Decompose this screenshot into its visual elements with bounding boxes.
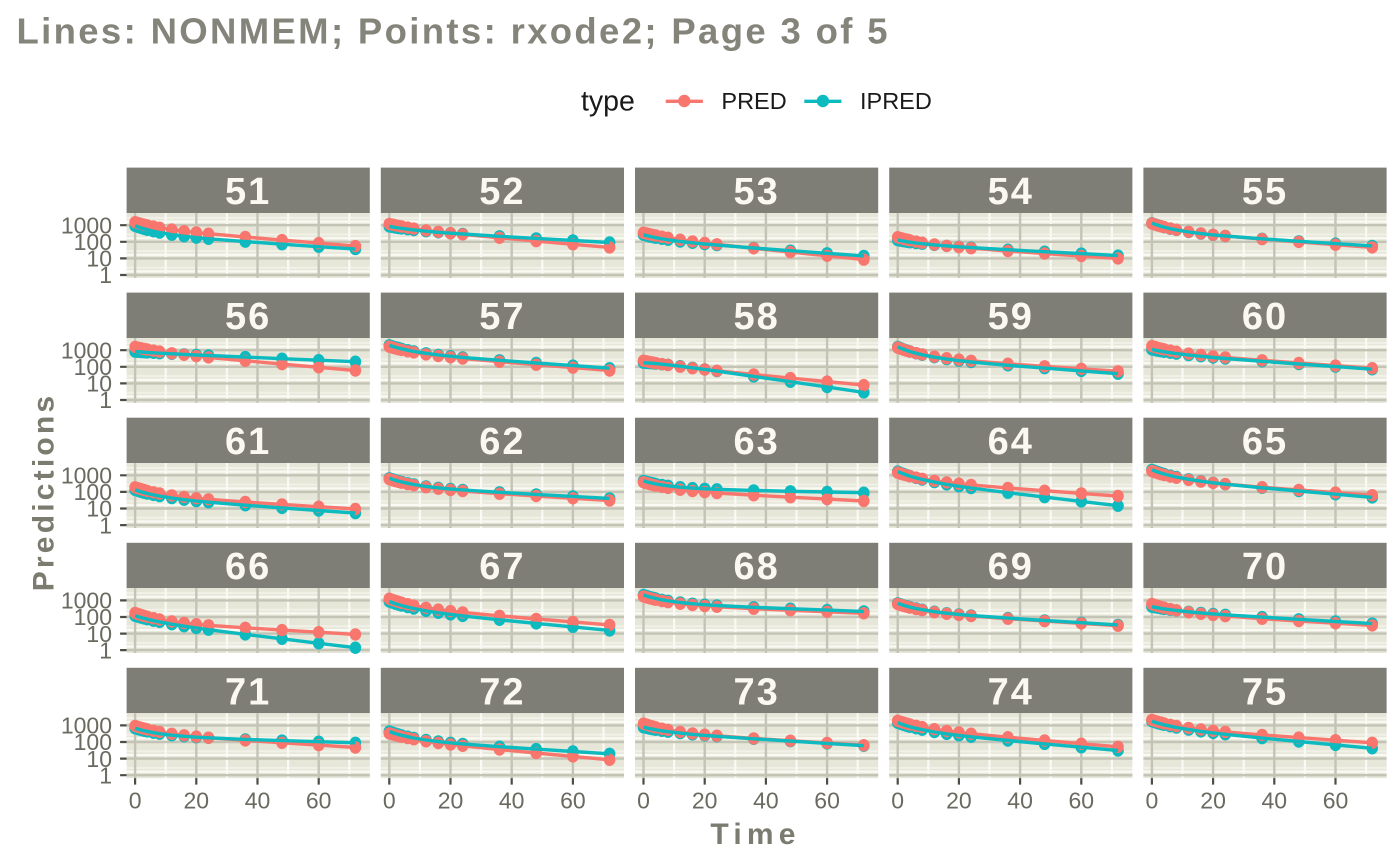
svg-text:56: 56 xyxy=(225,296,271,338)
svg-text:1000: 1000 xyxy=(61,337,112,363)
svg-text:73: 73 xyxy=(733,671,779,713)
svg-text:60: 60 xyxy=(560,788,586,814)
svg-text:60: 60 xyxy=(1069,788,1095,814)
svg-text:IPRED: IPRED xyxy=(860,88,932,114)
svg-text:100: 100 xyxy=(74,729,112,755)
svg-text:68: 68 xyxy=(733,546,779,588)
svg-text:57: 57 xyxy=(479,296,525,338)
svg-text:Lines: NONMEM; Points: rxode2;: Lines: NONMEM; Points: rxode2; Page 3 of… xyxy=(17,11,890,52)
svg-text:Time: Time xyxy=(710,818,800,851)
svg-text:1: 1 xyxy=(99,637,112,663)
svg-text:40: 40 xyxy=(1262,788,1288,814)
svg-text:0: 0 xyxy=(637,788,650,814)
svg-text:1: 1 xyxy=(99,387,112,413)
svg-text:69: 69 xyxy=(988,546,1034,588)
svg-text:62: 62 xyxy=(479,421,525,463)
svg-text:1000: 1000 xyxy=(61,463,112,489)
svg-text:53: 53 xyxy=(733,171,779,213)
svg-text:40: 40 xyxy=(753,788,779,814)
svg-text:67: 67 xyxy=(479,546,525,588)
svg-text:10: 10 xyxy=(86,246,112,272)
svg-text:60: 60 xyxy=(1242,296,1288,338)
svg-text:64: 64 xyxy=(988,421,1034,463)
svg-text:100: 100 xyxy=(74,604,112,630)
svg-text:0: 0 xyxy=(129,788,142,814)
svg-text:55: 55 xyxy=(1242,171,1288,213)
svg-text:0: 0 xyxy=(1146,788,1159,814)
svg-text:51: 51 xyxy=(225,171,271,213)
svg-text:0: 0 xyxy=(383,788,396,814)
svg-text:71: 71 xyxy=(225,671,271,713)
svg-text:59: 59 xyxy=(988,296,1034,338)
svg-text:58: 58 xyxy=(733,296,779,338)
svg-text:54: 54 xyxy=(988,171,1034,213)
svg-text:75: 75 xyxy=(1242,671,1288,713)
svg-text:20: 20 xyxy=(438,788,464,814)
svg-text:20: 20 xyxy=(946,788,972,814)
svg-text:74: 74 xyxy=(988,671,1034,713)
svg-text:1000: 1000 xyxy=(61,212,112,238)
svg-text:10: 10 xyxy=(86,746,112,772)
svg-text:70: 70 xyxy=(1242,546,1288,588)
svg-text:PRED: PRED xyxy=(721,88,786,114)
svg-text:1: 1 xyxy=(99,512,112,538)
svg-text:1: 1 xyxy=(99,262,112,288)
svg-text:type: type xyxy=(581,86,635,118)
svg-text:100: 100 xyxy=(74,354,112,380)
svg-text:65: 65 xyxy=(1242,421,1288,463)
svg-text:10: 10 xyxy=(86,496,112,522)
svg-text:66: 66 xyxy=(225,546,271,588)
svg-text:63: 63 xyxy=(733,421,779,463)
svg-text:Predictions: Predictions xyxy=(28,393,61,592)
svg-text:60: 60 xyxy=(1323,788,1349,814)
svg-text:40: 40 xyxy=(499,788,525,814)
svg-text:0: 0 xyxy=(891,788,904,814)
svg-text:52: 52 xyxy=(479,171,525,213)
svg-text:10: 10 xyxy=(86,371,112,397)
svg-text:1000: 1000 xyxy=(61,588,112,614)
svg-text:1: 1 xyxy=(99,762,112,788)
svg-text:40: 40 xyxy=(245,788,271,814)
svg-text:20: 20 xyxy=(184,788,210,814)
svg-text:20: 20 xyxy=(1200,788,1226,814)
svg-text:100: 100 xyxy=(74,479,112,505)
svg-text:60: 60 xyxy=(814,788,840,814)
svg-text:61: 61 xyxy=(225,421,271,463)
svg-text:40: 40 xyxy=(1007,788,1033,814)
svg-text:10: 10 xyxy=(86,621,112,647)
svg-text:60: 60 xyxy=(306,788,332,814)
svg-text:72: 72 xyxy=(479,671,525,713)
svg-text:1000: 1000 xyxy=(61,713,112,739)
svg-text:20: 20 xyxy=(692,788,718,814)
svg-text:100: 100 xyxy=(74,229,112,255)
